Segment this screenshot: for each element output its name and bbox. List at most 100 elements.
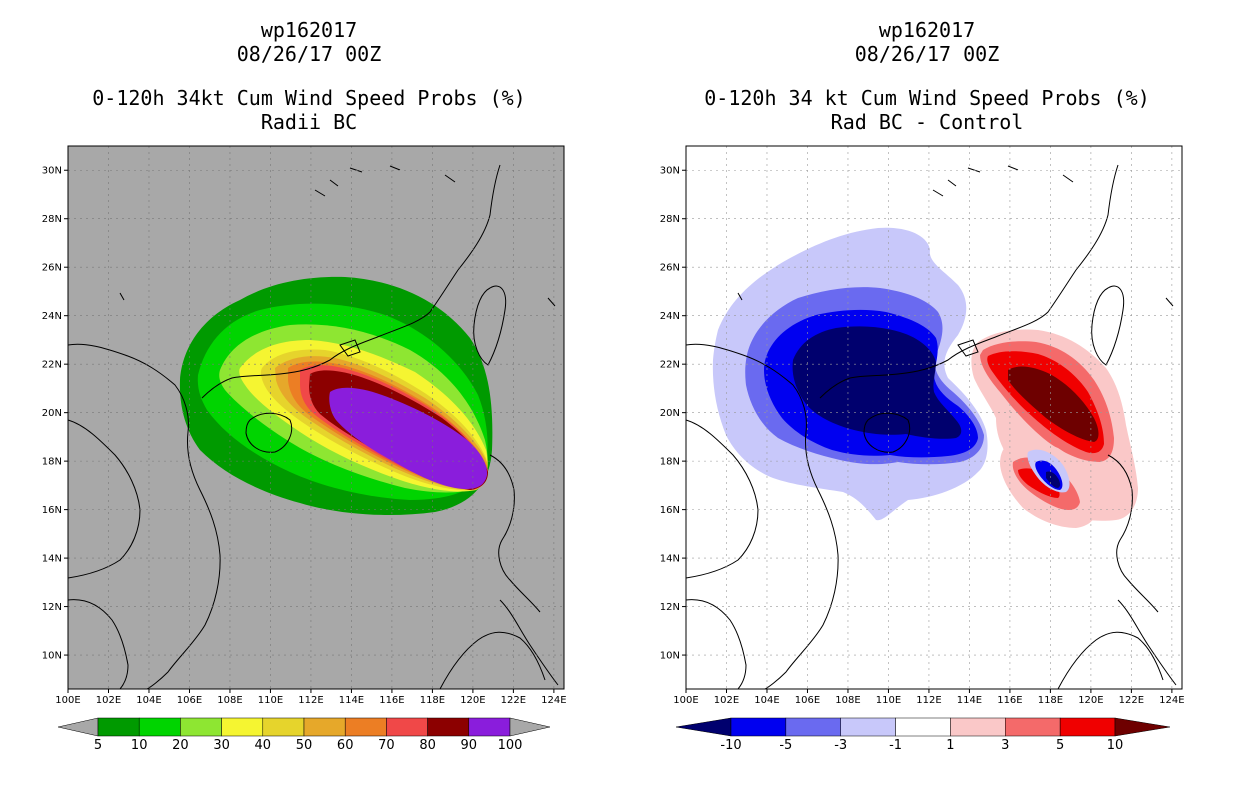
left-gridlines [68,146,564,689]
pos-contour-10 [1008,366,1099,442]
right-map-frame [685,145,1183,690]
colorbar-label: 1 [946,738,954,753]
lat-tick-label: 26N [42,263,62,274]
lat-tick-label: 20N [42,408,62,419]
colorbar-segment [180,717,222,737]
contour-90 [329,387,488,489]
taiwan [1091,285,1125,366]
lat-tick-label: 14N [660,554,680,565]
right-map: 30N 28N 26N 24N 22N 20N 18N 16N 14N 12N 10N 100E 102… [660,145,1185,753]
lon-tick-label: 110E [876,695,901,706]
lon-tick-label: 116E [379,695,404,706]
lat-tick-label: 20N [660,408,680,419]
lat-tick-label: 18N [42,457,62,468]
neg-contour-10 [792,326,962,439]
right-title-block: wp162017 08/26/17 00Z 0-120h 34 kt Cum W… [618,18,1236,134]
colorbar-label: 5 [1056,738,1064,753]
lon-tick-label: 108E [835,695,860,706]
lon-tick-label: 124E [541,695,566,706]
colorbar-label: 30 [213,738,230,753]
colorbar-segment [895,717,951,737]
right-coastlines [686,164,1177,689]
colorbar-label: 20 [172,738,189,753]
colorbar-under-triangle [57,717,99,737]
colorbar-over-triangle [509,717,551,737]
taiwan [473,285,507,366]
colorbar-label: 3 [1001,738,1009,753]
colorbar-label: 5 [94,738,102,753]
indochina-border [686,343,839,689]
colorbar-segment [344,717,387,737]
lon-tick-label: 118E [420,695,445,706]
right-datetime: 08/26/17 00Z [854,42,1000,66]
philippines-luzon [489,454,541,613]
colorbar-label: -3 [834,738,847,753]
lat-tick-label: 10N [42,651,62,662]
lat-tick-label: 12N [42,602,62,613]
lon-tick-label: 110E [258,695,283,706]
hainan [245,412,293,453]
colorbar-label: 60 [337,738,354,753]
colorbar-segment [262,717,305,737]
vietnam-interior [68,419,141,579]
right-difference-contours [712,227,1138,528]
lat-tick-label: 12N [660,602,680,613]
neg-blob-10 [1046,471,1061,488]
lat-tick-label: 10N [660,651,680,662]
lat-tick-label: 28N [42,214,62,225]
lon-tick-label: 100E [55,695,80,706]
colorbar-label: 40 [255,738,272,753]
vietnam-interior [686,419,759,579]
philippines-luzon [1107,454,1159,613]
lon-tick-label: 102E [96,695,121,706]
indochina-border [68,343,221,689]
lon-tick-label: 118E [1038,695,1063,706]
pos-blob-5 [1018,468,1060,498]
lon-tick-label: 106E [177,695,202,706]
lat-tick-label: 14N [42,554,62,565]
lat-tick-label: 18N [660,457,680,468]
colorbar-segment [1059,717,1116,737]
right-panel: wp162017 08/26/17 00Z 0-120h 34 kt Cum W… [618,0,1236,800]
colorbar-segment [785,717,841,737]
lon-tick-label: 120E [1078,695,1103,706]
gulf-thailand [686,599,747,689]
lat-tick-label: 24N [660,311,680,322]
colorbar-label: 10 [1107,738,1124,753]
philippines-south [1117,599,1177,686]
lat-tick-label: 22N [660,360,680,371]
lon-tick-label: 104E [136,695,161,706]
colorbar-label: 100 [498,738,523,753]
colorbar-over-triangle [1114,717,1171,737]
colorbar-label: -1 [889,738,902,753]
colorbar-label: 70 [378,738,395,753]
lon-tick-label: 122E [501,695,526,706]
lon-tick-label: 114E [339,695,364,706]
colorbar-under-triangle [675,717,732,737]
lat-tick-label: 30N [660,166,680,177]
colorbar-segment [468,717,511,737]
right-product-title: 0-120h 34 kt Cum Wind Speed Probs (%) [704,86,1150,110]
colorbar-segment [138,717,181,737]
lon-tick-label: 112E [916,695,941,706]
china-coast [201,164,501,399]
lon-tick-label: 122E [1119,695,1144,706]
colorbar-label: 80 [419,738,436,753]
lat-tick-label: 22N [42,360,62,371]
lon-tick-label: 106E [795,695,820,706]
lon-tick-label: 102E [714,695,739,706]
colorbar-label: -10 [720,738,741,753]
pearl-river [957,339,979,357]
left-title-block: wp162017 08/26/17 00Z 0-120h 34kt Cum Wi… [0,18,618,134]
lat-tick-label: 26N [660,263,680,274]
colorbar-segment [386,717,428,737]
left-axis-ticks: 30N 28N 26N 24N 22N 20N 18N 16N 14N 12N 10N 100E 102… [42,166,567,706]
colorbar-segment [303,717,346,737]
lat-tick-label: 28N [660,214,680,225]
left-product-title: 0-120h 34kt Cum Wind Speed Probs (%) [92,86,526,110]
borneo [439,631,546,689]
left-panel: wp162017 08/26/17 00Z 0-120h 34kt Cum Wi… [0,18,618,753]
right-gridlines [686,146,1182,689]
lon-tick-label: 108E [217,695,242,706]
